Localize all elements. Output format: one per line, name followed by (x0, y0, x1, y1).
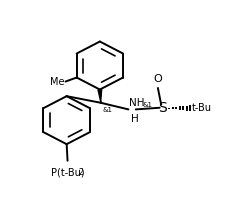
Text: NH: NH (129, 98, 145, 108)
Text: H: H (131, 114, 139, 124)
Text: P(t-Bu): P(t-Bu) (51, 167, 84, 177)
Text: &1: &1 (103, 108, 113, 114)
Text: 2: 2 (78, 168, 83, 177)
Polygon shape (98, 89, 102, 103)
Text: S: S (158, 101, 167, 115)
Text: t-Bu: t-Bu (192, 103, 212, 113)
Text: Me: Me (50, 77, 65, 86)
Text: O: O (154, 74, 162, 84)
Text: &1: &1 (142, 102, 152, 108)
